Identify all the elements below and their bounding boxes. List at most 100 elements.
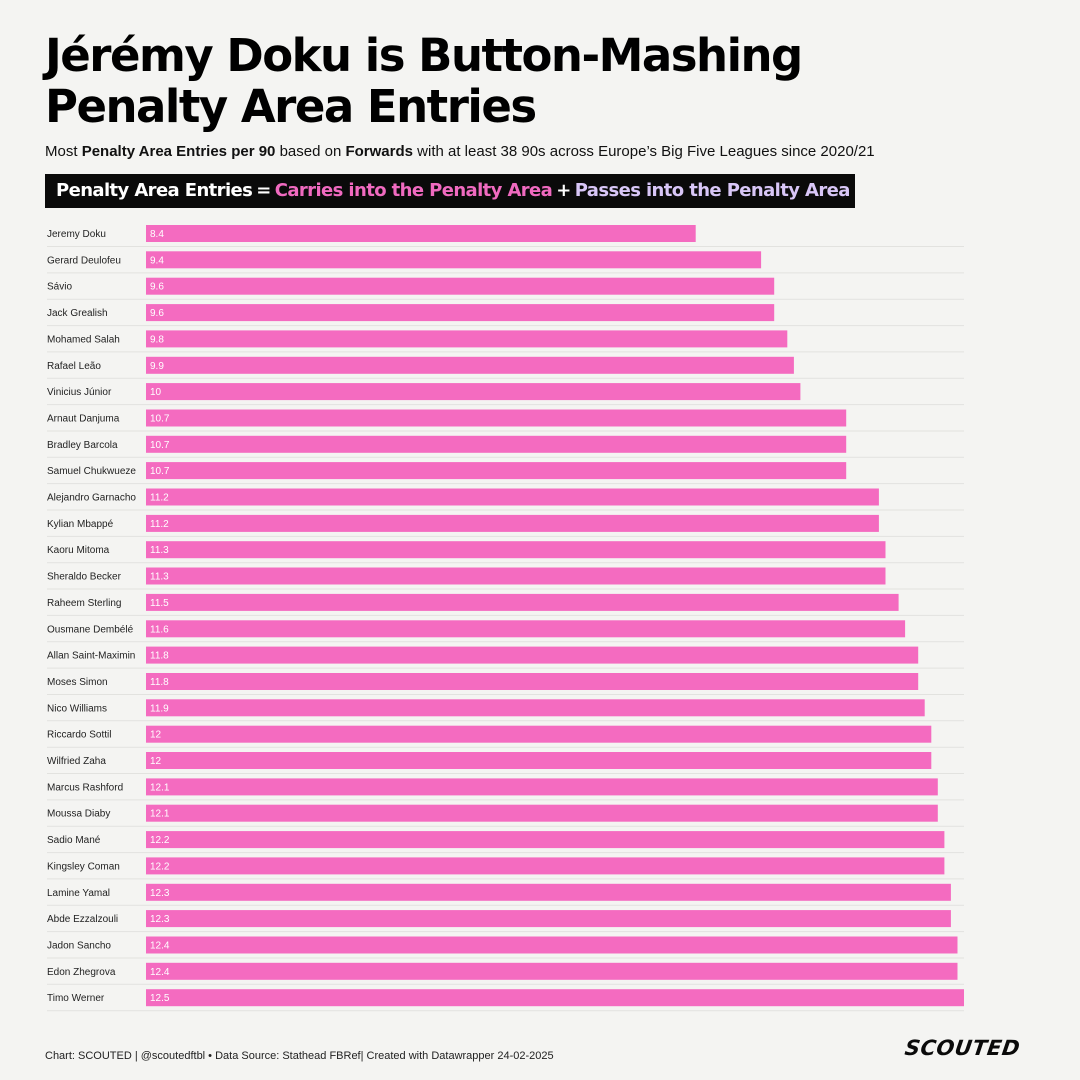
bar xyxy=(146,251,762,269)
bar xyxy=(146,673,919,690)
category-label: Riccardo Sottil xyxy=(47,730,111,741)
title-line-2: Penalty Area Entries xyxy=(45,80,537,133)
bar-value-label: 11.2 xyxy=(150,519,169,530)
subtitle-part-1: Most xyxy=(45,143,82,160)
bar xyxy=(146,989,964,1007)
category-label: Kylian Mbappé xyxy=(47,519,114,530)
bar xyxy=(146,910,951,928)
bar xyxy=(146,462,847,480)
bar xyxy=(146,725,932,743)
bar-value-label: 12 xyxy=(150,756,162,767)
bar-value-label: 12.4 xyxy=(150,967,170,978)
category-label: Nico Williams xyxy=(47,703,107,714)
bar-row: Riccardo Sottil 12 xyxy=(47,725,964,748)
category-label: Alejandro Garnacho xyxy=(47,493,136,504)
formula-equals: = xyxy=(256,180,271,201)
category-label: Jeremy Doku xyxy=(47,229,106,240)
bar-value-label: 12.5 xyxy=(150,993,170,1004)
bar-row: Raheem Sterling 11.5 xyxy=(47,593,964,616)
formula-passes: Passes into the Penalty Area xyxy=(574,180,851,201)
category-label: Wilfried Zaha xyxy=(47,756,106,767)
category-label: Jadon Sancho xyxy=(47,941,111,952)
bar-value-label: 9.6 xyxy=(150,308,164,319)
bar-chart: Jeremy Doku 8.4 Gerard Deulofeu 9.4 Sávio 9.6… xyxy=(47,225,964,1012)
category-label: Vinicius Júnior xyxy=(47,387,112,398)
bar-row: Jeremy Doku 8.4 xyxy=(47,225,964,247)
bar-row: Kylian Mbappé 11.2 xyxy=(47,514,964,537)
bar-value-label: 10.7 xyxy=(150,414,170,425)
formula-total: Penalty Area Entries xyxy=(56,180,253,201)
category-label: Sadio Mané xyxy=(47,835,101,846)
subtitle-bold-position: Forwards xyxy=(345,143,413,160)
bar-value-label: 9.9 xyxy=(150,361,164,372)
bar-value-label: 12.1 xyxy=(150,809,170,820)
bar-row: Rafael Leão 9.9 xyxy=(47,356,964,379)
bar-value-label: 12.2 xyxy=(150,835,170,846)
bar-value-label: 11.3 xyxy=(150,545,169,556)
subtitle-bold-metric: Penalty Area Entries per 90 xyxy=(81,143,276,160)
category-label: Raheem Sterling xyxy=(47,598,121,609)
title-line-1: Jérémy Doku is Button-Mashing xyxy=(45,29,803,82)
bar-row: Jack Grealish 9.6 xyxy=(47,304,964,327)
bar xyxy=(146,304,775,322)
bar-value-label: 10.7 xyxy=(150,440,170,451)
formula-plus: + xyxy=(556,180,571,201)
bar-row: Moses Simon 11.8 xyxy=(47,673,964,695)
category-label: Abde Ezzalzouli xyxy=(47,914,118,925)
bar-row: Abde Ezzalzouli 12.3 xyxy=(47,910,964,933)
bar xyxy=(146,567,886,585)
bar-value-label: 10 xyxy=(150,387,162,398)
bar-value-label: 11.9 xyxy=(150,703,169,714)
bar-row: Bradley Barcola 10.7 xyxy=(47,435,964,458)
category-label: Gerard Deulofeu xyxy=(47,255,121,266)
bar-row: Marcus Rashford 12.1 xyxy=(47,778,964,801)
bar xyxy=(146,409,847,427)
bar-value-label: 12.3 xyxy=(150,914,170,925)
bar xyxy=(146,857,945,875)
bar-value-label: 12.2 xyxy=(150,861,170,872)
category-label: Lamine Yamal xyxy=(47,888,110,899)
bar xyxy=(146,936,958,954)
bar-row: Vinicius Júnior 10 xyxy=(47,383,964,406)
bar-row: Wilfried Zaha 12 xyxy=(47,752,964,774)
subtitle-part-2: based on xyxy=(275,143,346,160)
bar-row: Kingsley Coman 12.2 xyxy=(47,857,964,880)
category-label: Sheraldo Becker xyxy=(47,572,122,583)
bar xyxy=(146,541,886,559)
bar-row: Samuel Chukwueze 10.7 xyxy=(47,462,964,485)
category-label: Kaoru Mitoma xyxy=(47,545,110,556)
bar-value-label: 12.3 xyxy=(150,888,170,899)
bar-value-label: 12.1 xyxy=(150,782,170,793)
bar xyxy=(146,831,945,849)
bar xyxy=(146,778,938,796)
bar-value-label: 10.7 xyxy=(150,466,170,477)
category-label: Sávio xyxy=(47,282,72,293)
category-label: Marcus Rashford xyxy=(47,782,123,793)
bar-row: Arnaut Danjuma 10.7 xyxy=(47,409,964,432)
category-label: Edon Zhegrova xyxy=(47,967,116,978)
bar xyxy=(146,646,919,664)
category-label: Jack Grealish xyxy=(47,308,108,319)
bar-row: Edon Zhegrova 12.4 xyxy=(47,962,964,985)
bar-value-label: 8.4 xyxy=(150,229,164,240)
bar-row: Ousmane Dembélé 11.6 xyxy=(47,620,964,643)
category-label: Moses Simon xyxy=(47,677,108,688)
category-label: Kingsley Coman xyxy=(47,861,120,872)
chart-subtitle: Most Penalty Area Entries per 90 based o… xyxy=(45,143,1035,160)
bar-value-label: 11.2 xyxy=(150,493,169,504)
bar-value-label: 9.6 xyxy=(150,282,164,293)
bar-row: Mohamed Salah 9.8 xyxy=(47,330,964,353)
bar xyxy=(146,356,794,374)
subtitle-part-3: with at least 38 90s across Europe’s Big… xyxy=(412,143,875,160)
bar xyxy=(146,804,938,822)
bar-value-label: 9.8 xyxy=(150,334,164,345)
bar-row: Sheraldo Becker 11.3 xyxy=(47,567,964,590)
bar-row: Kaoru Mitoma 11.3 xyxy=(47,541,964,564)
bar xyxy=(146,435,847,453)
bar xyxy=(146,225,696,242)
scouted-logo: SCOUTED xyxy=(903,1036,1022,1060)
category-label: Bradley Barcola xyxy=(47,440,118,451)
bar-value-label: 11.6 xyxy=(150,624,169,635)
bar xyxy=(146,962,958,980)
bar-value-label: 11.3 xyxy=(150,572,169,583)
